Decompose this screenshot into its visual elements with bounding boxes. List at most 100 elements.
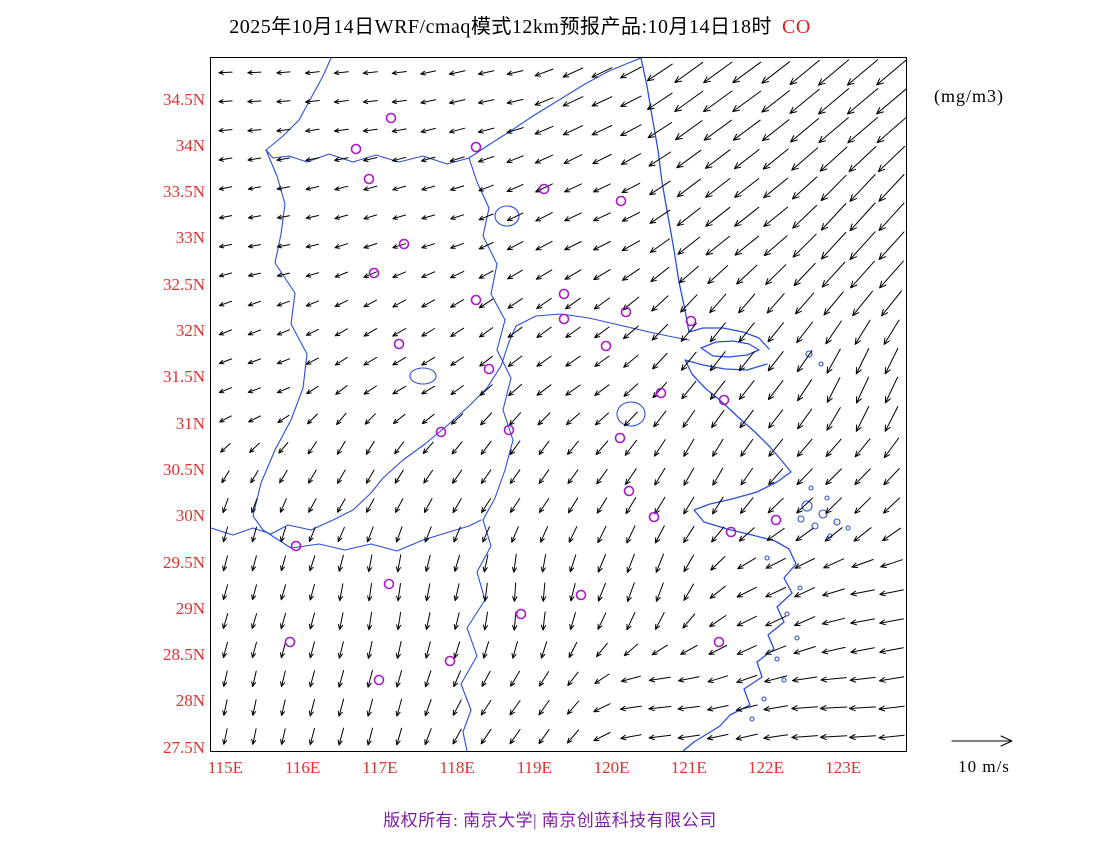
wind-vector <box>421 156 436 163</box>
wind-vector <box>825 468 842 485</box>
wind-vector <box>680 645 698 655</box>
wind-vector <box>707 675 729 683</box>
wind-vector <box>423 498 433 513</box>
wind-vector <box>883 319 900 345</box>
wind-vector <box>852 290 873 317</box>
wind-vector <box>247 214 261 220</box>
wind-vector <box>478 242 494 250</box>
wind-vector <box>735 733 758 741</box>
wind-vector <box>218 186 233 191</box>
wind-vector <box>307 413 318 425</box>
wind-vector <box>534 154 554 164</box>
wind-vector <box>537 412 551 426</box>
wind-vector <box>855 406 870 432</box>
lat-tick-label: 34N <box>175 135 205 155</box>
wind-vector <box>247 243 261 249</box>
wind-vector <box>677 236 701 255</box>
wind-vector <box>736 264 758 285</box>
wind-vector <box>506 241 524 251</box>
wind-vector <box>362 70 378 76</box>
wind-vector <box>884 348 899 375</box>
wind-vector <box>796 350 813 373</box>
wind-vector <box>509 440 521 456</box>
wind-vector <box>567 469 579 485</box>
wind-vector <box>535 240 553 251</box>
wind-vector <box>251 526 257 543</box>
wind-vector <box>768 438 784 457</box>
wind-vector <box>333 128 349 133</box>
wind-vector <box>855 348 870 375</box>
station-marker <box>614 432 626 444</box>
wind-vector <box>767 497 784 514</box>
wind-vector <box>763 235 788 257</box>
wind-vector <box>683 496 695 515</box>
wind-vector <box>703 61 733 84</box>
wind-vector <box>510 670 520 687</box>
wind-vector <box>421 214 435 220</box>
wind-vector <box>218 128 233 133</box>
wind-vector <box>308 555 316 572</box>
wind-vector <box>308 498 317 513</box>
wind-vector <box>820 734 848 740</box>
chongming-island-path <box>700 340 760 358</box>
wind-vector <box>738 527 755 542</box>
wind-vector <box>705 206 731 227</box>
wind-vector <box>592 154 612 165</box>
wind-vector <box>534 97 554 106</box>
wind-vector <box>308 469 317 484</box>
wind-vector <box>736 645 757 655</box>
wind-vector <box>674 90 704 112</box>
lat-tick-label: 33N <box>175 228 205 248</box>
wind-vector <box>452 498 462 514</box>
station-marker <box>290 540 302 552</box>
wind-vector <box>738 351 755 372</box>
wind-vector <box>761 90 790 113</box>
wind-vector <box>851 559 874 568</box>
wind-vector <box>569 583 576 602</box>
wind-vector <box>222 699 228 716</box>
wind-vector <box>646 63 673 82</box>
wind-vector <box>797 408 813 430</box>
wind-vector <box>677 734 700 741</box>
lat-tick-label: 29.5N <box>162 552 205 572</box>
wind-vector <box>650 266 670 283</box>
wind-vector <box>421 271 436 278</box>
wind-vector <box>654 496 666 515</box>
wind-vector <box>569 612 576 630</box>
wind-vector <box>280 728 286 745</box>
wind-vector <box>535 212 553 222</box>
wind-vector <box>568 641 578 658</box>
wind-vector <box>308 526 316 542</box>
wind-vector <box>420 99 437 105</box>
wind-vector <box>676 207 701 227</box>
wind-vector <box>821 617 846 626</box>
wind-vector <box>333 70 349 76</box>
wind-vector <box>683 525 695 544</box>
wind-vector <box>306 385 319 395</box>
wind-vector <box>450 270 465 279</box>
wind-vector <box>565 326 581 338</box>
wind-vector <box>820 676 847 683</box>
wind-vector <box>276 186 291 191</box>
wind-vector <box>478 213 494 221</box>
wind-vector <box>477 99 495 105</box>
wind-vector <box>480 440 492 455</box>
wind-vector <box>421 385 436 395</box>
wind-vector <box>453 670 461 688</box>
wind-vector <box>218 70 233 75</box>
wind-vector <box>367 583 373 602</box>
wind-vector <box>366 669 373 688</box>
wind-vector <box>626 525 636 544</box>
wind-vector <box>565 355 581 367</box>
station-marker <box>713 636 725 648</box>
wind-vector <box>218 272 233 278</box>
wind-vector <box>480 699 492 716</box>
wind-vector <box>681 380 697 400</box>
wind-vector <box>450 299 465 308</box>
wind-vector <box>534 68 554 77</box>
wind-vector <box>823 558 845 569</box>
wind-vector <box>651 324 668 341</box>
wind-vector <box>596 642 608 658</box>
wind-vector <box>850 260 875 289</box>
wind-vector <box>222 670 228 687</box>
